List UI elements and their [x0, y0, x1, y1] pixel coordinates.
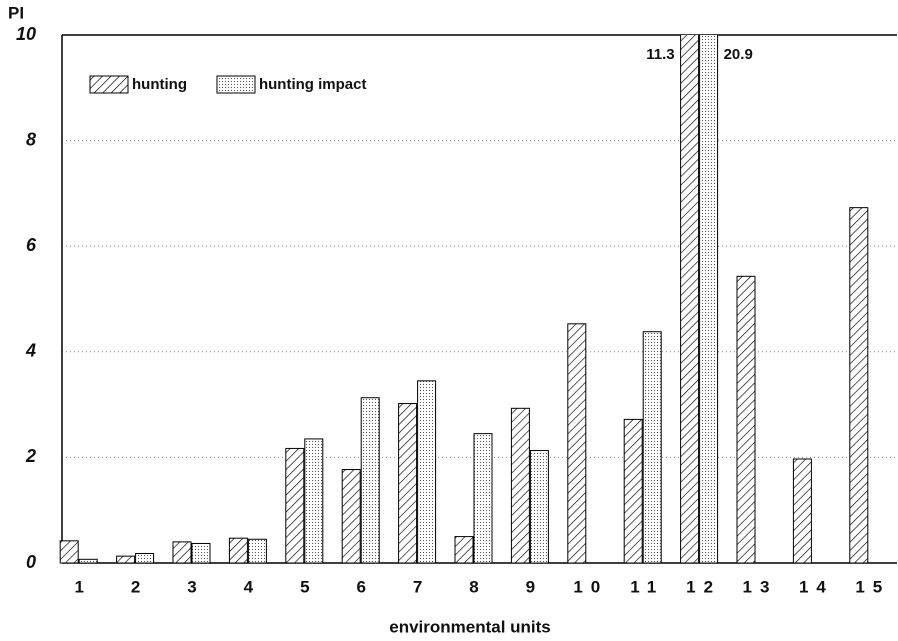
y-tick-label: 10: [16, 24, 36, 44]
bar: [567, 323, 587, 564]
bar: [699, 35, 719, 564]
bar: [398, 403, 418, 564]
y-tick-label: 8: [26, 129, 36, 149]
legend-swatch: [89, 75, 129, 94]
y-axis-label: PI: [8, 3, 24, 22]
bar: [642, 331, 662, 564]
legend-swatch: [216, 75, 256, 94]
bar: [228, 537, 248, 564]
bar: [285, 447, 305, 564]
bar: [247, 538, 267, 564]
y-tick-label: 2: [25, 446, 36, 466]
bar: [849, 207, 869, 564]
bar: [529, 450, 549, 564]
x-tick-label: 7: [413, 577, 430, 596]
x-tick-label: 5: [300, 577, 317, 596]
bar: [116, 555, 136, 564]
x-tick-label: 3: [187, 577, 204, 596]
bar: [417, 380, 437, 564]
bar: [135, 552, 155, 564]
bar: [78, 558, 98, 564]
bars: [59, 35, 869, 564]
bar: [623, 418, 643, 564]
bar: [360, 397, 380, 564]
x-tick-label: 10: [573, 577, 608, 596]
bar: [473, 433, 493, 564]
bar: [59, 540, 79, 564]
x-tick-label: 4: [244, 577, 261, 596]
legend-label: hunting impact: [259, 76, 367, 93]
bar: [191, 542, 211, 564]
value-label: 11.3: [646, 46, 674, 63]
x-axis-label: environmental units: [389, 617, 551, 636]
bar: [680, 35, 700, 564]
bar: [304, 438, 324, 564]
x-tick-label: 15: [855, 577, 890, 596]
bar: [736, 275, 756, 564]
bar: [454, 536, 474, 564]
x-tick-label: 11: [630, 577, 664, 596]
x-tick-label: 14: [799, 577, 834, 596]
x-tick-label: 2: [131, 577, 148, 596]
bar: [172, 541, 192, 564]
x-tick-label: 9: [526, 577, 543, 596]
bar: [510, 407, 530, 564]
legend-label: hunting: [132, 76, 187, 93]
bar: [341, 469, 361, 564]
x-tick-label: 1: [74, 577, 91, 596]
x-tick-label: 12: [686, 577, 721, 596]
x-tick-label: 6: [356, 577, 373, 596]
y-tick-label: 6: [26, 235, 37, 255]
x-tick-label: 13: [743, 577, 778, 596]
value-label: 20.9: [724, 46, 753, 63]
x-tick-label: 8: [469, 577, 486, 596]
y-tick-label: 0: [26, 552, 36, 572]
bar: [792, 458, 812, 564]
y-tick-label: 4: [25, 341, 36, 361]
